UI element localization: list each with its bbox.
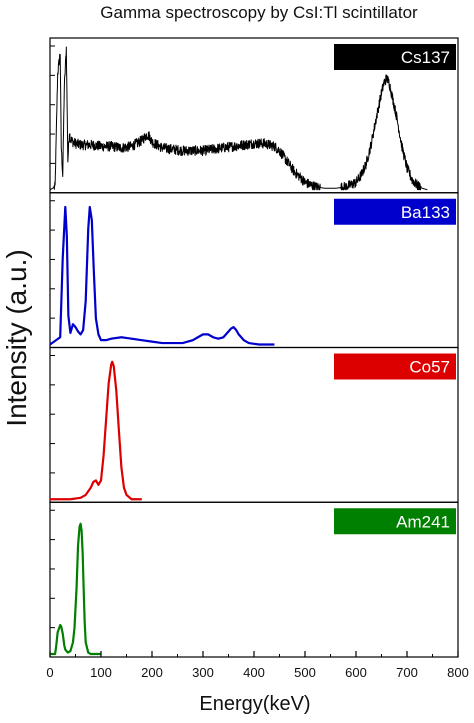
series-ba133-line	[49, 205, 275, 346]
x-tick-label: 200	[141, 665, 163, 680]
legend-tag-ba133	[334, 198, 456, 225]
legend-label-am241: Am241	[396, 512, 450, 531]
x-tick-label: 300	[192, 665, 214, 680]
panel-co57: Co57	[49, 346, 459, 503]
x-tick-label: 700	[396, 665, 418, 680]
legend-tag-cs137	[334, 44, 456, 70]
x-tick-label: 600	[345, 665, 367, 680]
panel-ba133: Ba133	[49, 192, 459, 349]
series-am241-line	[50, 522, 101, 656]
legend-label-cs137: Cs137	[401, 48, 450, 67]
chart-title: Gamma spectroscopy by CsI:Tl scintillato…	[100, 3, 418, 22]
x-tick-label: 100	[90, 665, 112, 680]
x-tick-label: 0	[46, 665, 53, 680]
x-tick-label: 800	[447, 665, 469, 680]
x-tick-label: 500	[294, 665, 316, 680]
legend-label-ba133: Ba133	[401, 203, 450, 222]
series-co57-line	[50, 360, 142, 501]
x-axis-label: Energy(keV)	[199, 693, 310, 715]
series-cs137-line	[49, 46, 428, 191]
panel-cs137: Cs137	[49, 37, 459, 194]
legend-tag-co57	[334, 353, 456, 380]
x-axis-ticks: 0 100 200 300 400 500 600 700 800	[46, 651, 469, 680]
panels-group: Cs137 Ba133 Co57 Am241	[49, 37, 459, 658]
legend-tag-am241	[334, 508, 456, 535]
legend-label-co57: Co57	[409, 358, 450, 377]
x-tick-label: 400	[243, 665, 265, 680]
panel-am241: Am241	[49, 501, 459, 658]
y-axis-label: Intensity (a.u.)	[1, 249, 32, 426]
